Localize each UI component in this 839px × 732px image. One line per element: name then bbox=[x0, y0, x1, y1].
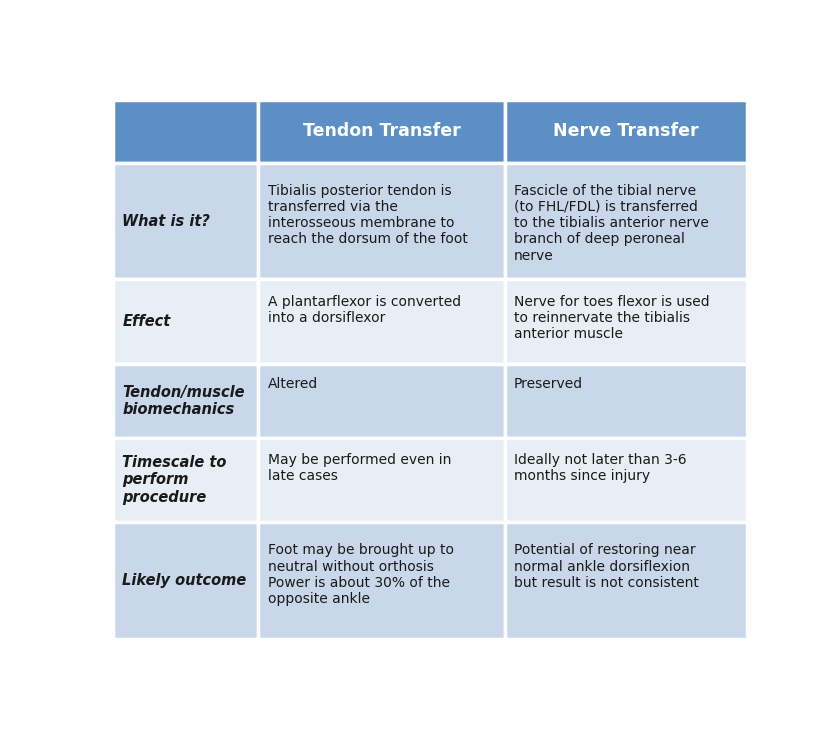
Text: Effect: Effect bbox=[122, 314, 170, 329]
Bar bbox=[258, 100, 505, 163]
Text: A plantarflexor is converted
into a dorsiflexor: A plantarflexor is converted into a dors… bbox=[268, 295, 461, 325]
Bar bbox=[505, 523, 747, 639]
Text: Likely outcome: Likely outcome bbox=[122, 573, 247, 589]
Text: Foot may be brought up to
neutral without orthosis
Power is about 30% of the
opp: Foot may be brought up to neutral withou… bbox=[268, 543, 454, 606]
Bar bbox=[505, 438, 747, 523]
Bar bbox=[113, 523, 258, 639]
Bar bbox=[113, 365, 258, 438]
Bar bbox=[505, 163, 747, 280]
Bar bbox=[258, 163, 505, 280]
Text: Nerve Transfer: Nerve Transfer bbox=[553, 122, 699, 141]
Text: May be performed even in
late cases: May be performed even in late cases bbox=[268, 453, 451, 483]
Text: Timescale to
perform
procedure: Timescale to perform procedure bbox=[122, 455, 227, 505]
Bar bbox=[258, 523, 505, 639]
Text: Nerve for toes flexor is used
to reinnervate the tibialis
anterior muscle: Nerve for toes flexor is used to reinner… bbox=[514, 295, 710, 341]
Bar bbox=[505, 365, 747, 438]
Text: What is it?: What is it? bbox=[122, 214, 211, 228]
Text: Tendon Transfer: Tendon Transfer bbox=[303, 122, 461, 141]
Bar bbox=[258, 280, 505, 365]
Text: Potential of restoring near
normal ankle dorsiflexion
but result is not consiste: Potential of restoring near normal ankle… bbox=[514, 543, 699, 590]
Bar bbox=[258, 365, 505, 438]
Bar bbox=[113, 100, 258, 163]
Text: Fascicle of the tibial nerve
(to FHL/FDL) is transferred
to the tibialis anterio: Fascicle of the tibial nerve (to FHL/FDL… bbox=[514, 184, 709, 263]
Text: Tibialis posterior tendon is
transferred via the
interosseous membrane to
reach : Tibialis posterior tendon is transferred… bbox=[268, 184, 467, 247]
Bar bbox=[505, 100, 747, 163]
Bar bbox=[505, 280, 747, 365]
Text: Preserved: Preserved bbox=[514, 378, 583, 392]
Text: Ideally not later than 3-6
months since injury: Ideally not later than 3-6 months since … bbox=[514, 453, 686, 483]
Text: Altered: Altered bbox=[268, 378, 318, 392]
Bar bbox=[258, 438, 505, 523]
Text: Tendon/muscle
biomechanics: Tendon/muscle biomechanics bbox=[122, 385, 245, 417]
Bar bbox=[113, 280, 258, 365]
Bar bbox=[113, 438, 258, 523]
Bar bbox=[113, 163, 258, 280]
